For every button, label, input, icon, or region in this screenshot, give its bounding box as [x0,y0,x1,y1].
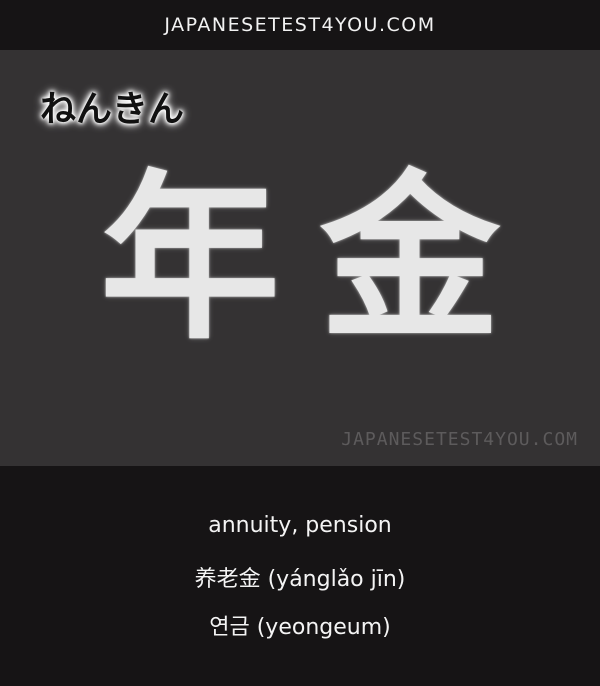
chinese-translation: 养老金 (yánglǎo jīn) [194,567,406,592]
site-label: JAPANESETEST4YOU.COM [164,14,436,36]
flashcard: ねんきん 年 金 JAPANESETEST4YOU.COM [0,50,600,466]
kanji-char-1: 年 [99,155,280,364]
translation-panel: annuity, pension 养老金 (yánglǎo jīn) 연금 (y… [0,466,600,686]
kanji-char-2: 金 [320,155,501,364]
korean-translation: 연금 (yeongeum) [209,615,391,640]
site-header: JAPANESETEST4YOU.COM [0,0,600,50]
kanji-word: 年 金 [0,160,600,360]
hiragana-reading: ねんきん [40,89,185,130]
watermark: JAPANESETEST4YOU.COM [341,429,578,450]
english-meaning: annuity, pension [208,513,392,538]
